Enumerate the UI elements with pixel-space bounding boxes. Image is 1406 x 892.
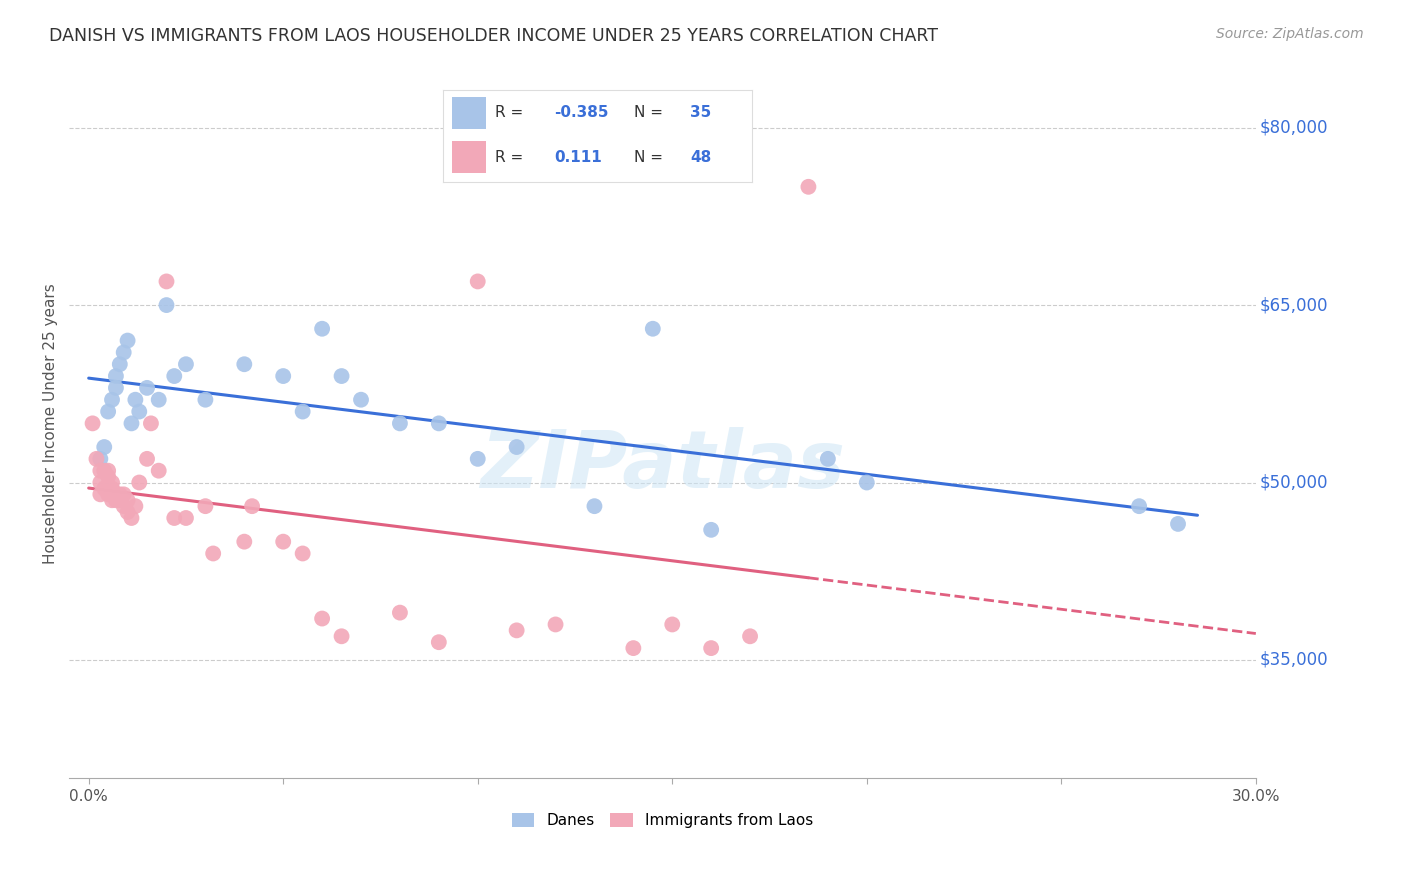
Text: $35,000: $35,000 bbox=[1260, 651, 1329, 669]
Point bbox=[427, 635, 450, 649]
Point bbox=[112, 345, 135, 359]
Point bbox=[89, 451, 111, 466]
Point bbox=[121, 417, 143, 431]
Point bbox=[93, 464, 115, 478]
Point bbox=[104, 487, 127, 501]
Point bbox=[112, 499, 135, 513]
Point bbox=[163, 369, 186, 384]
Point bbox=[738, 629, 761, 643]
Point bbox=[97, 404, 120, 418]
Point bbox=[155, 298, 177, 312]
Point bbox=[330, 369, 353, 384]
Point bbox=[136, 381, 159, 395]
Point bbox=[271, 534, 294, 549]
Point bbox=[124, 392, 146, 407]
Point bbox=[194, 499, 217, 513]
Point bbox=[544, 617, 567, 632]
Point bbox=[202, 546, 225, 560]
Point bbox=[117, 505, 139, 519]
Point bbox=[621, 641, 644, 656]
Point bbox=[194, 392, 217, 407]
Point bbox=[350, 392, 373, 407]
Point bbox=[271, 369, 294, 384]
Point bbox=[89, 464, 111, 478]
Point bbox=[661, 617, 683, 632]
Point bbox=[82, 417, 104, 431]
Point bbox=[1128, 499, 1150, 513]
Point bbox=[797, 179, 820, 194]
Text: $50,000: $50,000 bbox=[1260, 474, 1327, 491]
Point bbox=[311, 322, 333, 336]
Point bbox=[427, 417, 450, 431]
Point bbox=[641, 322, 664, 336]
Point bbox=[89, 487, 111, 501]
Point bbox=[505, 440, 527, 454]
Point bbox=[128, 404, 150, 418]
Point bbox=[148, 392, 170, 407]
Point bbox=[93, 482, 115, 496]
Text: $65,000: $65,000 bbox=[1260, 296, 1327, 314]
Point bbox=[855, 475, 877, 490]
Point bbox=[583, 499, 606, 513]
Text: Source: ZipAtlas.com: Source: ZipAtlas.com bbox=[1216, 27, 1364, 41]
Point bbox=[174, 357, 197, 371]
Text: DANISH VS IMMIGRANTS FROM LAOS HOUSEHOLDER INCOME UNDER 25 YEARS CORRELATION CHA: DANISH VS IMMIGRANTS FROM LAOS HOUSEHOLD… bbox=[49, 27, 938, 45]
Point bbox=[108, 357, 131, 371]
Legend: Danes, Immigrants from Laos: Danes, Immigrants from Laos bbox=[505, 807, 820, 834]
Point bbox=[240, 499, 263, 513]
Y-axis label: Householder Income Under 25 years: Householder Income Under 25 years bbox=[44, 283, 58, 564]
Point bbox=[155, 275, 177, 289]
Point bbox=[124, 499, 146, 513]
Point bbox=[291, 546, 314, 560]
Point bbox=[136, 451, 159, 466]
Point bbox=[233, 534, 256, 549]
Point bbox=[388, 606, 411, 620]
Point bbox=[104, 493, 127, 508]
Point bbox=[101, 475, 124, 490]
Point bbox=[467, 451, 489, 466]
Point bbox=[97, 487, 120, 501]
Point bbox=[97, 469, 120, 483]
Point bbox=[700, 523, 723, 537]
Point bbox=[101, 482, 124, 496]
Point bbox=[121, 511, 143, 525]
Point bbox=[233, 357, 256, 371]
Point bbox=[388, 417, 411, 431]
Point bbox=[330, 629, 353, 643]
Point bbox=[89, 475, 111, 490]
Point bbox=[112, 487, 135, 501]
Point bbox=[467, 275, 489, 289]
Point bbox=[174, 511, 197, 525]
Point bbox=[86, 451, 108, 466]
Point bbox=[148, 464, 170, 478]
Text: $80,000: $80,000 bbox=[1260, 119, 1327, 136]
Point bbox=[128, 475, 150, 490]
Point bbox=[817, 451, 839, 466]
Point bbox=[108, 487, 131, 501]
Point bbox=[104, 369, 127, 384]
Point bbox=[97, 464, 120, 478]
Point bbox=[117, 493, 139, 508]
Point bbox=[1167, 516, 1189, 531]
Point bbox=[291, 404, 314, 418]
Point bbox=[311, 611, 333, 625]
Point bbox=[108, 493, 131, 508]
Point bbox=[700, 641, 723, 656]
Point bbox=[117, 334, 139, 348]
Point bbox=[139, 417, 162, 431]
Point bbox=[104, 381, 127, 395]
Point bbox=[505, 624, 527, 638]
Text: ZIPatlas: ZIPatlas bbox=[479, 427, 845, 505]
Point bbox=[101, 493, 124, 508]
Point bbox=[163, 511, 186, 525]
Point bbox=[101, 392, 124, 407]
Point bbox=[93, 440, 115, 454]
